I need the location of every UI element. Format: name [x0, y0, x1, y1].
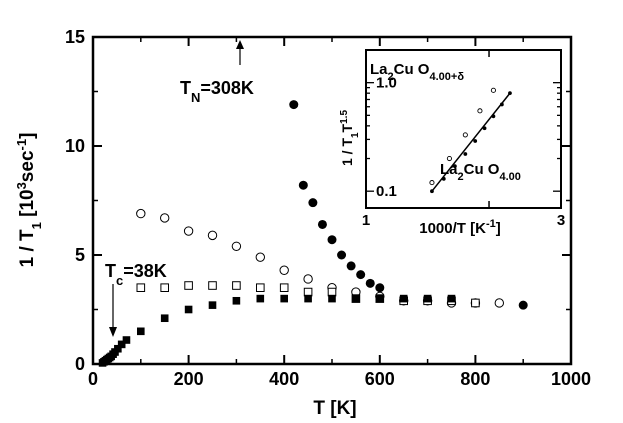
data-point-filled-square: [256, 294, 265, 303]
y-tick-label: 15: [65, 27, 85, 47]
x-tick-label: 0: [88, 369, 98, 389]
data-point-open-square: [256, 283, 265, 292]
x-axis-label: T [K]: [313, 398, 356, 419]
data-point-open-square: [208, 281, 217, 290]
tc-label: Tc=38K: [105, 261, 167, 288]
data-point-filled-square: [423, 294, 432, 303]
data-point-open-circle: [279, 265, 289, 275]
inset-x-tick-label: 3: [557, 212, 565, 229]
inset-x-tick-label: 1: [362, 212, 370, 229]
tc-annotation: Tc=38K: [105, 261, 167, 337]
x-tick-label: 600: [365, 369, 395, 389]
data-point-open-square: [160, 283, 169, 292]
inset-point-open: [446, 155, 452, 162]
data-point-open-circle: [207, 230, 218, 241]
x-tick-label: 800: [460, 369, 490, 389]
data-point-filled-square: [122, 336, 131, 344]
data-point-filled-square: [447, 294, 456, 303]
data-point-open-circle: [255, 252, 265, 262]
data-point-open-circle: [303, 274, 313, 284]
y-axis-label: 1 / T1 [103sec-1]: [14, 133, 44, 268]
inset-x-axis-label: 1000/T [K-1]: [419, 218, 500, 237]
inset-fit-line: [431, 92, 511, 192]
y-tick-label: 0: [75, 354, 85, 374]
data-point-filled-circle: [317, 219, 327, 229]
inset-point-open: [429, 180, 435, 186]
data-point-open-circle: [136, 208, 146, 219]
data-point-open-square: [279, 283, 289, 292]
inset-series-label-delta: La2Cu O4.00+δ: [370, 61, 464, 83]
data-point-filled-square: [117, 340, 126, 349]
data-point-open-circle: [494, 298, 504, 308]
inset-point-open: [477, 108, 483, 114]
data-point-open-circle: [231, 241, 242, 251]
data-point-filled-circle: [337, 250, 347, 260]
data-point-filled-circle: [346, 261, 356, 271]
inset-y-tick-label: 0.1: [376, 183, 397, 200]
data-point-open-square: [471, 298, 480, 308]
data-point-filled-circle: [518, 300, 528, 310]
inset-point-filled: [441, 176, 446, 181]
y-tick-label: 5: [75, 245, 85, 265]
inset-point-open: [490, 87, 496, 93]
data-point-open-square: [303, 287, 313, 297]
tc-arrow-head: [109, 327, 117, 337]
inset-point-filled: [473, 139, 478, 143]
data-point-open-square: [184, 281, 193, 290]
data-point-filled-circle: [327, 235, 337, 245]
data-point-filled-square: [114, 344, 122, 353]
inset-point-open: [462, 132, 468, 138]
data-point-open-circle: [183, 226, 194, 236]
data-point-filled-circle: [356, 270, 366, 280]
inset-y-axis-label: 1 / T1T1.5: [339, 110, 361, 166]
x-tick-label: 200: [174, 369, 204, 389]
tn-annotation: TN=308K: [180, 40, 254, 105]
data-point-filled-square: [160, 314, 169, 323]
tn-arrow-head: [236, 40, 244, 49]
data-point-filled-circle: [308, 198, 318, 208]
data-point-open-circle: [160, 213, 170, 223]
x-tick-label: 400: [269, 369, 299, 389]
data-point-filled-circle: [289, 100, 299, 110]
data-point-filled-square: [376, 294, 384, 303]
inset-chart: 1 3 0.1 1.0 1000/T [K-1] 1 / T1T1.5 La2Cu O…: [339, 49, 565, 237]
inset-series-label-stoich: La2Cu O4.00: [440, 161, 521, 183]
data-point-filled-circle: [298, 180, 308, 190]
data-point-filled-square: [352, 294, 360, 303]
inset-point-filled: [463, 152, 468, 156]
inset-point-filled: [491, 114, 496, 119]
data-point-filled-square: [184, 305, 193, 314]
data-point-open-square: [136, 283, 146, 292]
y-tick-label: 10: [65, 136, 85, 156]
inset-point-filled: [508, 91, 512, 96]
x-tick-label: 1000: [551, 369, 591, 389]
data-point-filled-square: [137, 327, 145, 336]
main-chart: 0 200 400 600 800 1000 0 5 10 15 T [K] 1 / T1 [10…: [14, 27, 592, 419]
inset-frame: [365, 49, 562, 209]
data-point-filled-circle: [365, 278, 375, 288]
data-point-filled-square: [304, 294, 312, 303]
inset-point-filled: [499, 102, 504, 107]
data-point-filled-square: [232, 296, 241, 305]
data-point-filled-square: [328, 294, 336, 303]
inset-y-tick-label: 1.0: [376, 75, 397, 92]
data-point-open-square: [232, 281, 241, 290]
tn-label: TN=308K: [180, 78, 254, 105]
inset-point-filled: [430, 189, 434, 194]
data-point-filled-square: [280, 294, 288, 303]
inset-point-filled: [482, 126, 487, 131]
data-point-filled-square: [399, 294, 408, 303]
data-point-filled-square: [208, 301, 217, 309]
inset-point-filled: [452, 164, 457, 169]
data-point-open-square: [327, 287, 337, 297]
data-point-filled-circle: [375, 283, 385, 293]
